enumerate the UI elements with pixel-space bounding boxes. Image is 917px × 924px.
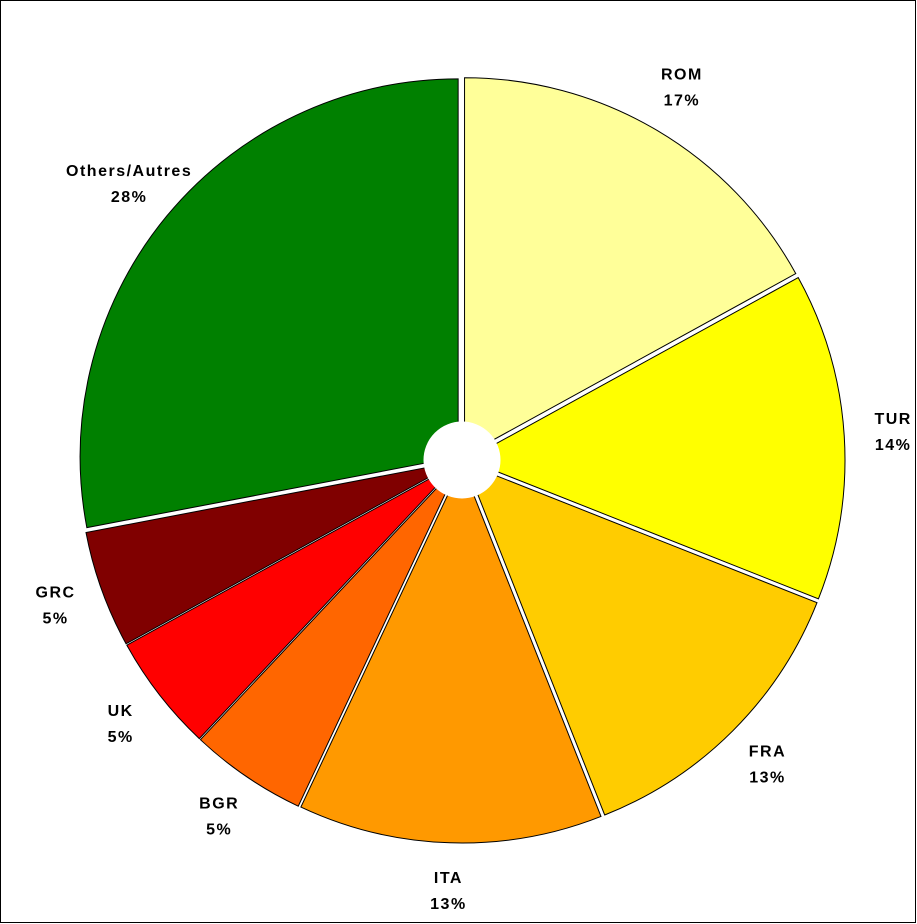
pie-slice xyxy=(85,461,458,645)
pie-slice xyxy=(464,462,818,816)
slice-value-label: 5% xyxy=(206,822,232,839)
pie-slice xyxy=(126,462,459,740)
slice-label: ROM xyxy=(661,66,703,83)
slice-value-label: 28% xyxy=(111,189,148,206)
pie-slice xyxy=(300,463,602,844)
slice-label: FRA xyxy=(749,744,786,761)
slice-value-label: 14% xyxy=(875,437,912,454)
slice-label: ITA xyxy=(434,870,463,887)
slice-label: BGR xyxy=(199,796,239,813)
slice-value-label: 17% xyxy=(664,92,701,109)
slice-label: UK xyxy=(108,703,134,720)
slice-label: TUR xyxy=(874,411,911,428)
pie-slice xyxy=(199,463,460,807)
slice-value-label: 5% xyxy=(42,611,68,628)
slice-label: GRC xyxy=(36,585,76,602)
pie-slice xyxy=(79,78,459,529)
pie-slice xyxy=(464,77,797,457)
center-hole xyxy=(423,421,501,499)
pie-slice xyxy=(465,276,846,600)
slice-value-label: 13% xyxy=(749,770,786,787)
slice-value-label: 5% xyxy=(108,729,134,746)
slice-label: Others/Autres xyxy=(66,163,192,180)
slice-value-label: 13% xyxy=(430,896,467,913)
